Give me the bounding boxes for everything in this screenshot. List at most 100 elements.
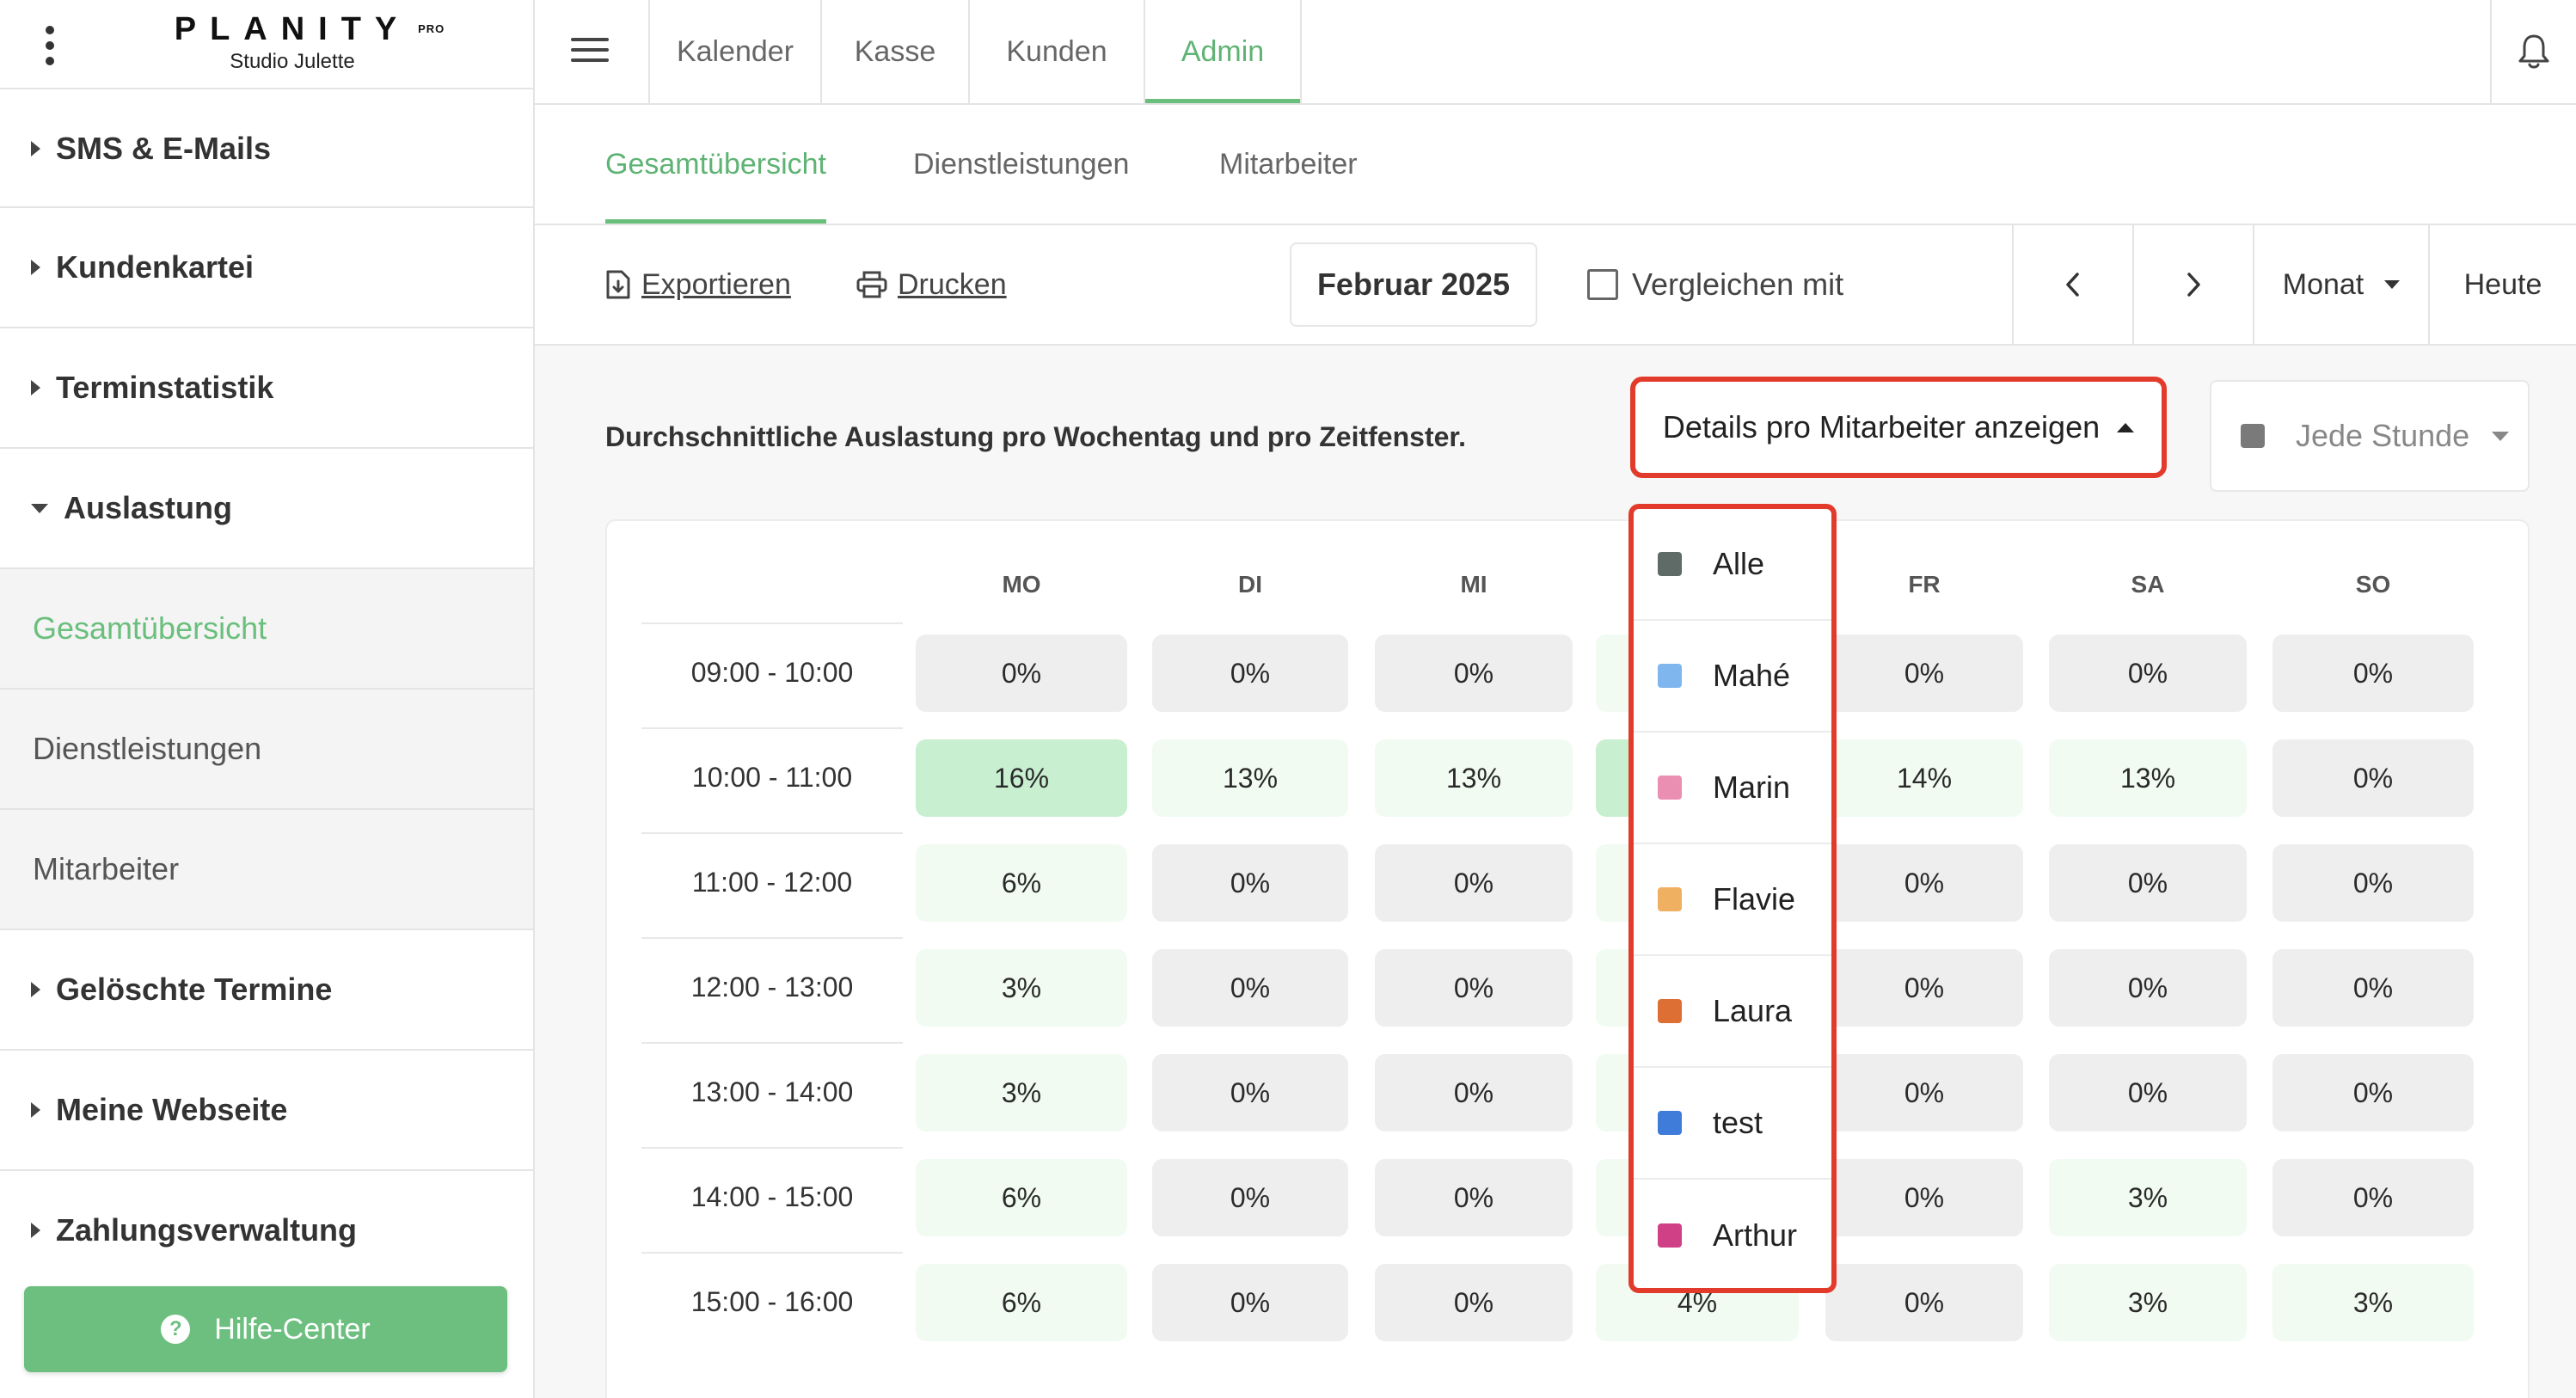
color-swatch: [1658, 776, 1682, 800]
details-label: Details pro Mitarbeiter anzeigen: [1662, 409, 2101, 445]
print-button[interactable]: Drucken: [856, 225, 1007, 344]
utilization-cell: 0%: [1375, 844, 1573, 922]
dropdown-item-laura[interactable]: Laura: [1634, 956, 1831, 1068]
utilization-cell: 0%: [1152, 1054, 1348, 1131]
day-header: MI: [1460, 571, 1487, 598]
utilization-cell: 0%: [1825, 949, 2023, 1027]
sidebar-subitem-dienstleistungen[interactable]: Dienstleistungen: [0, 688, 533, 808]
utilization-cell: 16%: [916, 739, 1127, 817]
details-per-employee-button[interactable]: Details pro Mitarbeiter anzeigen: [1630, 377, 2167, 478]
day-header: SO: [2355, 571, 2391, 598]
sidebar-item-kundenkartei[interactable]: Kundenkartei: [0, 206, 533, 327]
menu-icon[interactable]: [571, 38, 609, 65]
dropdown-item-label: Alle: [1713, 546, 1765, 581]
sidebar-item-sms-emails[interactable]: SMS & E-Mails: [0, 88, 533, 208]
time-slot-label: 10:00 - 11:00: [691, 762, 853, 793]
top-navigation: Kalender Kasse Kunden Admin: [535, 0, 2576, 105]
utilization-cell: 0%: [1152, 635, 1348, 712]
utilization-cell: 0%: [2272, 1159, 2474, 1236]
previous-period-button[interactable]: [2012, 225, 2132, 344]
utilization-cell: 0%: [2272, 1054, 2474, 1131]
sidebar-item-auslastung[interactable]: Auslastung: [0, 447, 533, 567]
tab-label: Kasse: [854, 34, 936, 68]
dropdown-item-arthur[interactable]: Arthur: [1634, 1180, 1831, 1288]
employee-dropdown: Alle Mahé Marin Flavie Laura test Arthur: [1628, 504, 1837, 1293]
chevron-right-icon: [31, 380, 40, 395]
next-period-button[interactable]: [2132, 225, 2253, 344]
logo-text: PLANITY: [174, 11, 411, 47]
dropdown-item-label: Arthur: [1713, 1217, 1798, 1253]
subtab-dienstleistungen[interactable]: Dienstleistungen: [913, 105, 1129, 224]
tab-kalender[interactable]: Kalender: [648, 0, 820, 103]
subtab-gesamtuebersicht[interactable]: Gesamtübersicht: [605, 105, 826, 224]
row-divider: [641, 622, 903, 624]
sidebar-item-label: Mitarbeiter: [33, 851, 180, 886]
period-label: Monat: [2282, 267, 2364, 301]
sidebar-item-terminstatistik[interactable]: Terminstatistik: [0, 327, 533, 447]
utilization-cell: 3%: [2049, 1159, 2247, 1236]
row-divider: [641, 1042, 903, 1044]
tab-label: Kalender: [676, 34, 794, 68]
utilization-cell: 0%: [1152, 844, 1348, 922]
utilization-table: MO DI MI FR SA SO 09:00 - 10:00 0% 0% 0% 0% 0% 0% 10:…: [605, 519, 2530, 1398]
caret-up-icon: [2117, 422, 2135, 432]
sidebar-item-label: Meine Webseite: [56, 1092, 288, 1127]
interval-select[interactable]: Jede Stunde: [2210, 380, 2530, 492]
notifications-button[interactable]: [2490, 0, 2576, 103]
utilization-cell: 0%: [1152, 1159, 1348, 1236]
compare-toggle[interactable]: Vergleichen mit: [1587, 225, 1843, 344]
row-divider: [641, 1147, 903, 1149]
dropdown-item-flavie[interactable]: Flavie: [1634, 844, 1831, 956]
caret-down-icon: [2384, 280, 2401, 289]
sub-tabs: Gesamtübersicht Dienstleistungen Mitarbe…: [535, 105, 2576, 225]
utilization-cell: 13%: [1375, 739, 1573, 817]
sidebar-item-label: Zahlungsverwaltung: [56, 1212, 358, 1248]
utilization-cell: 0%: [2049, 949, 2247, 1027]
sidebar-item-zahlungsverwaltung[interactable]: Zahlungsverwaltung: [0, 1169, 533, 1290]
help-center-button[interactable]: ? Hilfe-Center: [24, 1286, 507, 1372]
color-swatch: [1658, 552, 1682, 576]
sidebar-item-geloeschte-termine[interactable]: Gelöschte Termine: [0, 929, 533, 1049]
more-options-icon[interactable]: [40, 26, 60, 71]
today-button[interactable]: Heute: [2428, 225, 2576, 344]
time-slot-label: 13:00 - 14:00: [690, 1076, 854, 1107]
sidebar-item-label: Terminstatistik: [56, 370, 274, 405]
sidebar-item-meine-webseite[interactable]: Meine Webseite: [0, 1049, 533, 1169]
dropdown-item-mahe[interactable]: Mahé: [1634, 621, 1831, 733]
utilization-cell: 0%: [1375, 949, 1573, 1027]
utilization-cell: 0%: [1375, 1264, 1573, 1341]
sidebar-subitem-gesamtuebersicht[interactable]: Gesamtübersicht: [0, 567, 533, 688]
time-slot-label: 09:00 - 10:00: [690, 657, 854, 688]
subtab-mitarbeiter[interactable]: Mitarbeiter: [1219, 105, 1358, 224]
sidebar-subitem-mitarbeiter[interactable]: Mitarbeiter: [0, 808, 533, 929]
tab-label: Admin: [1181, 34, 1265, 68]
utilization-cell: 0%: [1825, 1054, 2023, 1131]
sidebar-item-label: Auslastung: [64, 490, 233, 525]
sidebar-item-label: Kundenkartei: [56, 249, 255, 285]
time-slot-label: 14:00 - 15:00: [690, 1181, 854, 1212]
tab-kasse[interactable]: Kasse: [820, 0, 968, 103]
main-content: Durchschnittliche Auslastung pro Wochent…: [535, 346, 2576, 1398]
export-button[interactable]: Exportieren: [605, 225, 791, 344]
day-header: SA: [2131, 571, 2165, 598]
utilization-cell: 0%: [1152, 1264, 1348, 1341]
dropdown-item-test[interactable]: test: [1634, 1068, 1831, 1180]
period-select[interactable]: Monat: [2253, 225, 2428, 344]
dropdown-item-alle[interactable]: Alle: [1634, 509, 1831, 621]
month-picker[interactable]: Februar 2025: [1290, 242, 1537, 327]
compare-checkbox[interactable]: [1587, 269, 1618, 300]
sidebar-item-label: SMS & E-Mails: [56, 131, 272, 166]
row-divider: [641, 832, 903, 834]
dropdown-item-marin[interactable]: Marin: [1634, 733, 1831, 844]
utilization-cell: 0%: [916, 635, 1127, 712]
utilization-cell: 0%: [2049, 635, 2247, 712]
time-slot-label: 12:00 - 13:00: [690, 972, 854, 1003]
utilization-cell: 6%: [916, 1264, 1127, 1341]
tab-kunden[interactable]: Kunden: [968, 0, 1144, 103]
dropdown-item-label: Laura: [1713, 993, 1793, 1028]
tab-admin[interactable]: Admin: [1144, 0, 1302, 103]
sidebar-header: PLANITY PRO Studio Julette: [0, 0, 533, 103]
tab-label: Kunden: [1006, 34, 1107, 68]
utilization-cell: 0%: [1825, 1159, 2023, 1236]
utilization-cell: 6%: [916, 1159, 1127, 1236]
